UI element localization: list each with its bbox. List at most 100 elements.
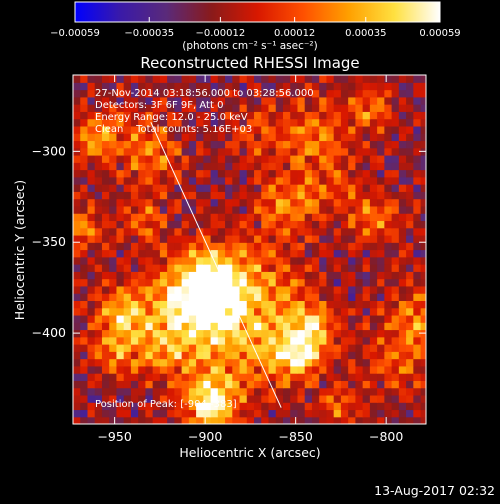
heatmap-cell (181, 227, 190, 236)
heatmap-cell (225, 220, 233, 229)
y-axis: −300−350−400 (32, 143, 426, 340)
heatmap-cell (130, 82, 139, 91)
heatmap-cell (282, 402, 291, 411)
heatmap-cell (290, 147, 299, 156)
heatmap-cell (145, 89, 154, 98)
heatmap-cell (73, 75, 81, 83)
heatmap-cell (384, 75, 393, 83)
heatmap-cell (94, 336, 103, 345)
heatmap-cell (355, 336, 364, 345)
heatmap-cell (369, 336, 378, 345)
heatmap-cell (282, 147, 291, 156)
heatmap-cell (246, 191, 255, 200)
heatmap-cell (377, 125, 385, 134)
heatmap-cell (282, 351, 291, 360)
heatmap-cell (239, 213, 248, 222)
heatmap-cell (348, 380, 356, 389)
heatmap-cell (159, 242, 168, 251)
heatmap-cell (297, 365, 306, 374)
colorbar-tick-label: 0.00012 (274, 28, 315, 39)
heatmap-cell (391, 191, 400, 200)
heatmap-cell (217, 329, 226, 338)
heatmap-cell (420, 307, 426, 316)
heatmap-cell (80, 285, 89, 294)
heatmap-cell (384, 365, 393, 374)
heatmap-cell (73, 322, 81, 331)
colorbar-tick-label: 0.00059 (419, 28, 460, 39)
colorbar-tick-label: −0.00012 (196, 28, 246, 39)
heatmap-cell (130, 358, 139, 367)
heatmap-cell (217, 322, 226, 331)
heatmap-cell (297, 278, 306, 287)
heatmap-cell (377, 104, 385, 112)
heatmap-cell (304, 314, 313, 323)
heatmap-cell (348, 227, 356, 236)
heatmap-cell (254, 234, 262, 243)
heatmap-cell (311, 402, 320, 411)
heatmap-cell (290, 278, 299, 287)
heatmap-cell (319, 104, 328, 112)
heatmap-cell (196, 278, 204, 287)
heatmap-cell (210, 402, 219, 411)
heatmap-cell (290, 249, 299, 258)
heatmap-cell (398, 285, 407, 294)
heatmap-cell (145, 358, 154, 367)
heatmap-cell (101, 307, 110, 316)
heatmap-cell (355, 82, 364, 91)
heatmap-cell (282, 271, 291, 280)
heatmap-cell (304, 278, 313, 287)
heatmap-cell (355, 264, 364, 272)
heatmap-cell (80, 140, 89, 149)
heatmap-cell (101, 402, 110, 411)
heatmap-cell (420, 220, 426, 229)
heatmap-cell (290, 285, 299, 294)
heatmap-cell (297, 373, 306, 381)
heatmap-cell (391, 89, 400, 98)
heatmap-cell (326, 256, 335, 265)
heatmap-cell (80, 358, 89, 367)
heatmap-cell (420, 89, 426, 98)
heatmap-cell (138, 387, 147, 396)
heatmap-cell (377, 242, 385, 251)
heatmap-cell (406, 133, 414, 142)
heatmap-cell (145, 140, 154, 149)
heatmap-cell (188, 234, 197, 243)
heatmap-cell (109, 89, 118, 98)
heatmap-cell (326, 104, 335, 112)
heatmap-cell (87, 373, 96, 381)
heatmap-cell (116, 278, 125, 287)
heatmap-cell (362, 264, 371, 272)
heatmap-cell (377, 147, 385, 156)
heatmap-cell (398, 89, 407, 98)
heatmap-cell (333, 104, 342, 112)
heatmap-cell (290, 205, 299, 214)
heatmap-cell (109, 271, 118, 280)
heatmap-cell (181, 329, 190, 338)
heatmap-cell (391, 213, 400, 222)
heatmap-cell (268, 205, 277, 214)
heatmap-cell (167, 271, 175, 280)
colorbar-unit-label: (photons cm⁻² s⁻¹ asec⁻²) (182, 40, 317, 52)
heatmap-cell (188, 336, 197, 345)
heatmap-cell (87, 380, 96, 389)
heatmap-cell (130, 75, 139, 83)
heatmap-cell (348, 373, 356, 381)
heatmap-cell (101, 344, 110, 352)
heatmap-cell (152, 82, 161, 91)
heatmap-cell (261, 220, 270, 229)
heatmap-cell (196, 154, 204, 163)
heatmap-cell (196, 344, 204, 352)
heatmap-cell (152, 358, 161, 367)
heatmap-cell (282, 184, 291, 192)
observation-annotations: 27-Nov-2014 03:18:56.000 to 03:28:56.000… (95, 88, 314, 135)
heatmap-cell (130, 351, 139, 360)
heatmap-cell (174, 96, 183, 105)
heatmap-cell (203, 234, 212, 243)
heatmap-cell (210, 314, 219, 323)
heatmap-cell (174, 75, 183, 83)
heatmap-cell (239, 394, 248, 403)
heatmap-cell (261, 387, 270, 396)
heatmap-cell (152, 133, 161, 142)
heatmap-cell (80, 409, 89, 418)
heatmap-cell (261, 402, 270, 411)
